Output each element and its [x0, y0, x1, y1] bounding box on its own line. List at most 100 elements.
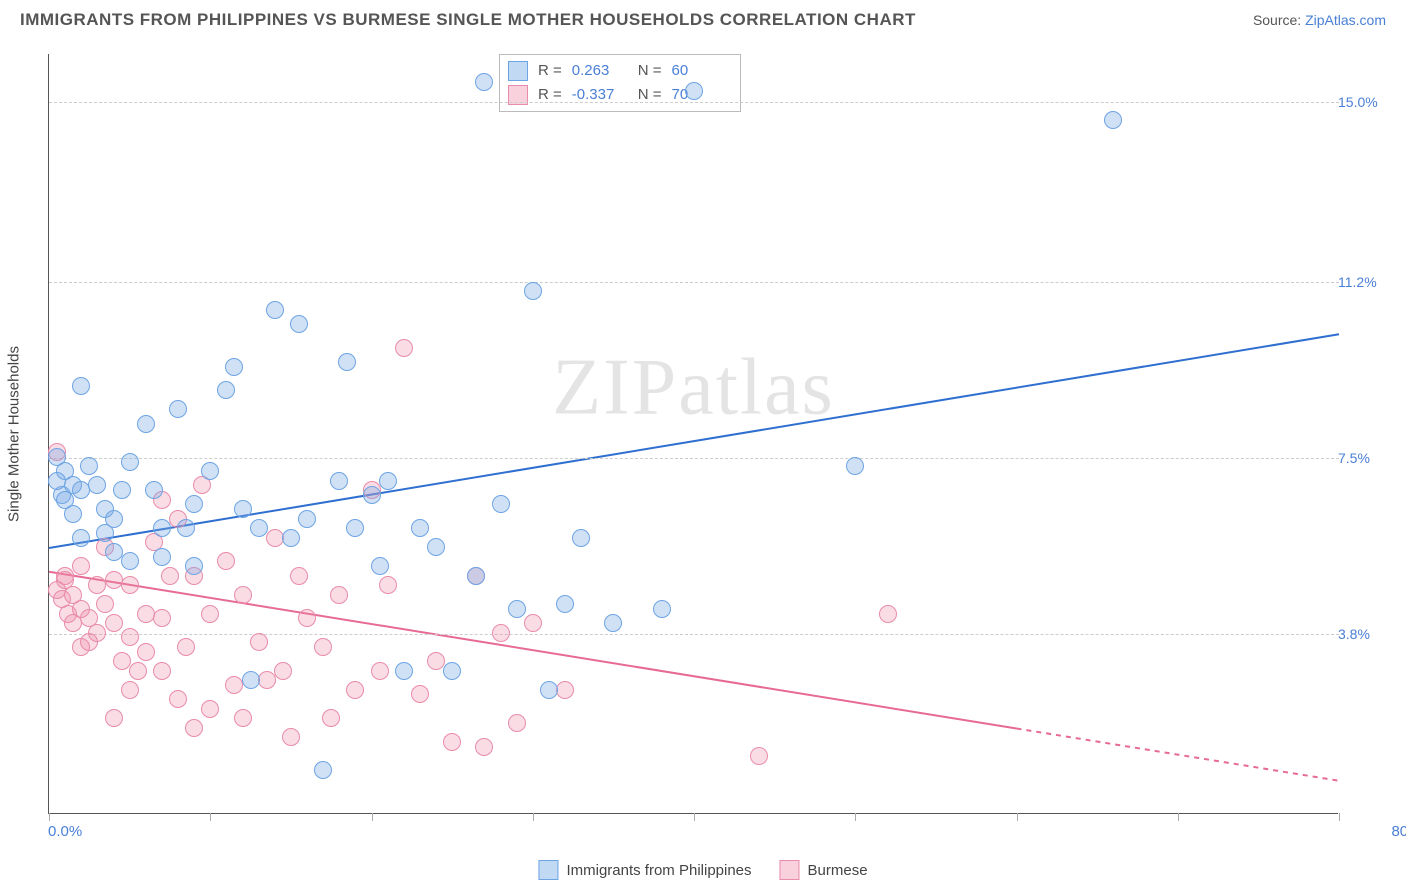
swatch-pink: [780, 860, 800, 880]
scatter-point-pink: [379, 576, 397, 594]
scatter-point-blue: [88, 476, 106, 494]
y-tick-label: 7.5%: [1338, 450, 1398, 466]
x-axis-max-label: 80.0%: [1391, 823, 1406, 840]
scatter-point-pink: [153, 609, 171, 627]
scatter-point-blue: [443, 662, 461, 680]
scatter-point-blue: [556, 595, 574, 613]
n-label: N =: [638, 83, 662, 107]
x-tick: [855, 813, 856, 821]
scatter-point-blue: [105, 510, 123, 528]
y-axis-label: Single Mother Households: [6, 346, 23, 522]
scatter-point-blue: [217, 381, 235, 399]
x-tick: [1178, 813, 1179, 821]
trend-lines-svg: [49, 54, 1339, 814]
scatter-point-pink: [169, 690, 187, 708]
scatter-point-pink: [411, 685, 429, 703]
scatter-point-pink: [121, 681, 139, 699]
x-tick: [372, 813, 373, 821]
scatter-point-pink: [113, 652, 131, 670]
scatter-point-pink: [129, 662, 147, 680]
scatter-point-pink: [96, 595, 114, 613]
scatter-point-pink: [137, 643, 155, 661]
scatter-point-blue: [121, 552, 139, 570]
chart-area: Single Mother Households ZIPatlas R = 0.…: [48, 54, 1386, 814]
scatter-point-pink: [879, 605, 897, 623]
scatter-point-blue: [540, 681, 558, 699]
scatter-point-blue: [153, 548, 171, 566]
scatter-point-pink: [72, 557, 90, 575]
stats-legend: R = 0.263 N = 60 R = -0.337 N = 70: [499, 54, 741, 112]
scatter-point-blue: [475, 73, 493, 91]
scatter-point-pink: [290, 567, 308, 585]
scatter-point-blue: [145, 481, 163, 499]
scatter-point-pink: [492, 624, 510, 642]
scatter-point-pink: [161, 567, 179, 585]
scatter-point-blue: [290, 315, 308, 333]
scatter-point-blue: [346, 519, 364, 537]
scatter-point-blue: [72, 377, 90, 395]
scatter-point-pink: [427, 652, 445, 670]
scatter-point-blue: [1104, 111, 1122, 129]
scatter-point-blue: [492, 495, 510, 513]
legend-label-blue: Immigrants from Philippines: [566, 862, 751, 879]
scatter-point-blue: [330, 472, 348, 490]
scatter-point-blue: [363, 486, 381, 504]
scatter-point-pink: [234, 709, 252, 727]
x-axis-min-label: 0.0%: [48, 823, 82, 840]
gridline: [49, 458, 1339, 459]
scatter-point-blue: [395, 662, 413, 680]
stats-row-blue: R = 0.263 N = 60: [508, 59, 728, 83]
scatter-point-blue: [121, 453, 139, 471]
scatter-point-pink: [105, 709, 123, 727]
scatter-point-blue: [604, 614, 622, 632]
scatter-point-pink: [121, 576, 139, 594]
swatch-blue: [508, 61, 528, 81]
x-tick: [49, 813, 50, 821]
gridline: [49, 102, 1339, 103]
x-tick: [210, 813, 211, 821]
x-tick: [1017, 813, 1018, 821]
r-value-blue: 0.263: [572, 59, 628, 83]
scatter-point-blue: [185, 557, 203, 575]
scatter-point-pink: [371, 662, 389, 680]
scatter-point-pink: [201, 605, 219, 623]
scatter-point-pink: [282, 728, 300, 746]
r-label: R =: [538, 83, 562, 107]
x-tick: [694, 813, 695, 821]
scatter-point-blue: [411, 519, 429, 537]
scatter-point-blue: [266, 301, 284, 319]
scatter-point-blue: [467, 567, 485, 585]
scatter-point-blue: [105, 543, 123, 561]
scatter-point-blue: [653, 600, 671, 618]
scatter-point-pink: [395, 339, 413, 357]
x-tick: [533, 813, 534, 821]
source-link[interactable]: ZipAtlas.com: [1305, 12, 1386, 28]
gridline: [49, 282, 1339, 283]
n-value-blue: 60: [672, 59, 728, 83]
scatter-point-pink: [258, 671, 276, 689]
scatter-point-pink: [217, 552, 235, 570]
scatter-point-blue: [137, 415, 155, 433]
scatter-point-blue: [508, 600, 526, 618]
y-tick-label: 11.2%: [1338, 274, 1398, 290]
scatter-point-blue: [64, 505, 82, 523]
scatter-point-pink: [298, 609, 316, 627]
y-tick-label: 15.0%: [1338, 94, 1398, 110]
source-label: Source: ZipAtlas.com: [1253, 12, 1386, 28]
chart-title: IMMIGRANTS FROM PHILIPPINES VS BURMESE S…: [20, 10, 916, 30]
scatter-point-pink: [274, 662, 292, 680]
legend-item-pink: Burmese: [780, 860, 868, 880]
scatter-point-blue: [250, 519, 268, 537]
scatter-point-blue: [80, 457, 98, 475]
scatter-point-pink: [508, 714, 526, 732]
scatter-point-pink: [314, 638, 332, 656]
scatter-point-blue: [282, 529, 300, 547]
y-tick-label: 3.8%: [1338, 626, 1398, 642]
scatter-point-blue: [225, 358, 243, 376]
scatter-point-pink: [153, 662, 171, 680]
scatter-point-blue: [338, 353, 356, 371]
scatter-point-blue: [572, 529, 590, 547]
scatter-point-pink: [556, 681, 574, 699]
scatter-point-blue: [169, 400, 187, 418]
scatter-point-blue: [234, 500, 252, 518]
